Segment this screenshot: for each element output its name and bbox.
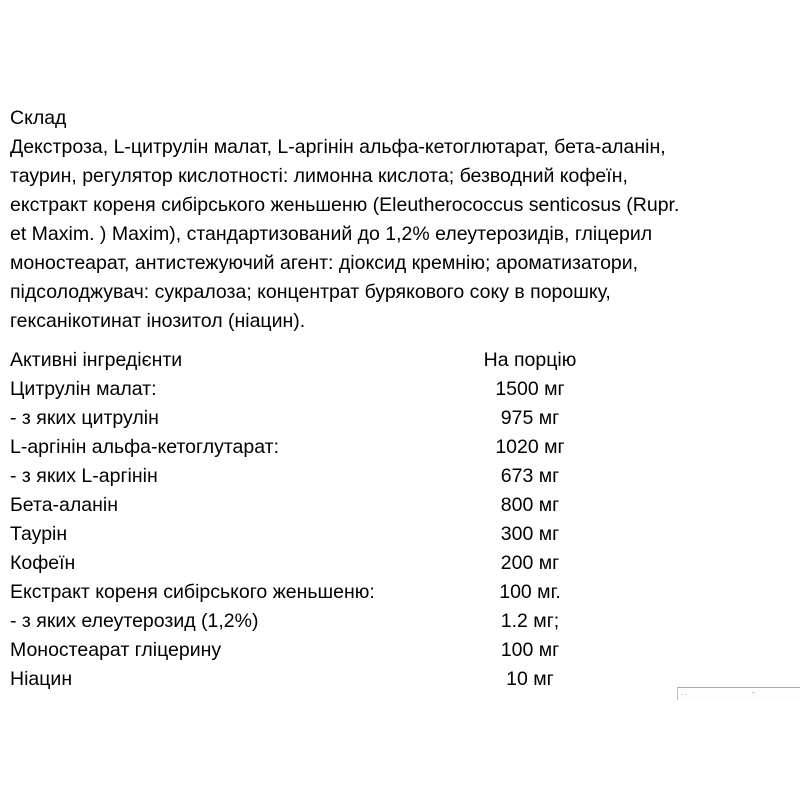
ingredient-name: - з яких L-аргінін — [10, 465, 158, 487]
cropped-widget-edge: .. - — [677, 687, 800, 700]
ingredient-amount: 1020 мг — [495, 436, 565, 458]
table-row: Екстракт кореня сибірського женьшеню: 10… — [10, 578, 650, 607]
ingredients-paragraph-line: et Maxim. ) Maxim), стандартизований до … — [10, 223, 653, 245]
ingredient-name: - з яких цитрулін — [10, 407, 159, 429]
ingredients-paragraph-line: підсолоджувач: сукралоза; концентрат бур… — [10, 281, 611, 303]
ingredient-name: - з яких елеутерозид (1,2%) — [10, 610, 259, 632]
label-document: Склад Декстроза, L-цитрулін малат, L-арг… — [10, 104, 798, 694]
ingredient-amount: 1500 мг — [495, 378, 565, 400]
active-ingredients-table: Активні інгредієнти На порцію Цитрулін м… — [10, 346, 650, 694]
ingredient-amount: 300 мг — [500, 523, 560, 545]
table-row: L-аргінін альфа-кетоглутарат: 1020 мг — [10, 433, 650, 462]
ingredient-name: Цитрулін малат: — [10, 378, 157, 400]
table-row: - з яких L-аргінін 673 мг — [10, 462, 650, 491]
ingredients-paragraph: Декстроза, L-цитрулін малат, L-аргінін а… — [10, 133, 798, 336]
ingredients-paragraph-line: моностеарат, антистежуючий агент: діокси… — [10, 252, 639, 274]
ingredient-amount: 10 мг — [506, 668, 554, 690]
ingredients-paragraph-line: таурин, регулятор кислотності: лимонна к… — [10, 165, 628, 187]
table-row: Таурін 300 мг — [10, 520, 650, 549]
cropped-widget-dash: - — [752, 688, 755, 697]
column-header-ingredient: Активні інгредієнти — [10, 349, 183, 371]
ingredient-name: Таурін — [10, 523, 68, 545]
table-row: Моностеарат гліцерину 100 мг — [10, 636, 650, 665]
ingredient-amount: 100 мг — [500, 639, 560, 661]
ingredient-name: Екстракт кореня сибірського женьшеню: — [10, 581, 375, 603]
table-row: Бета-аланін 800 мг — [10, 491, 650, 520]
table-row: Цитрулін малат: 1500 мг — [10, 375, 650, 404]
column-header-per-serving: На порцію — [483, 349, 577, 371]
ingredient-amount: 975 мг — [500, 407, 560, 429]
ingredient-name: Моностеарат гліцерину — [10, 639, 222, 661]
ingredient-amount: 673 мг — [500, 465, 560, 487]
table-row: Ніацин 10 мг — [10, 665, 650, 694]
table-header-row: Активні інгредієнти На порцію — [10, 346, 650, 375]
ingredient-name: Ніацин — [10, 668, 73, 690]
ingredients-paragraph-line: гексанікотинат інозитол (ніацин). — [10, 310, 306, 332]
ingredient-amount: 200 мг — [500, 552, 560, 574]
ingredients-paragraph-line: Декстроза, L-цитрулін малат, L-аргінін а… — [10, 136, 666, 158]
ingredient-amount: 1.2 мг; — [500, 610, 560, 632]
cropped-widget-marks: .. — [681, 688, 690, 697]
ingredients-paragraph-line: екстракт кореня сибірського женьшеню (El… — [10, 194, 680, 216]
ingredient-amount: 800 мг — [500, 494, 560, 516]
table-row: Кофеїн 200 мг — [10, 549, 650, 578]
table-row: - з яких елеутерозид (1,2%) 1.2 мг; — [10, 607, 650, 636]
section-title: Склад — [10, 107, 67, 129]
ingredient-name: Кофеїн — [10, 552, 76, 574]
table-row: - з яких цитрулін 975 мг — [10, 404, 650, 433]
ingredient-name: Бета-аланін — [10, 494, 118, 516]
ingredient-amount: 100 мг. — [499, 581, 561, 603]
ingredient-name: L-аргінін альфа-кетоглутарат: — [10, 436, 280, 458]
